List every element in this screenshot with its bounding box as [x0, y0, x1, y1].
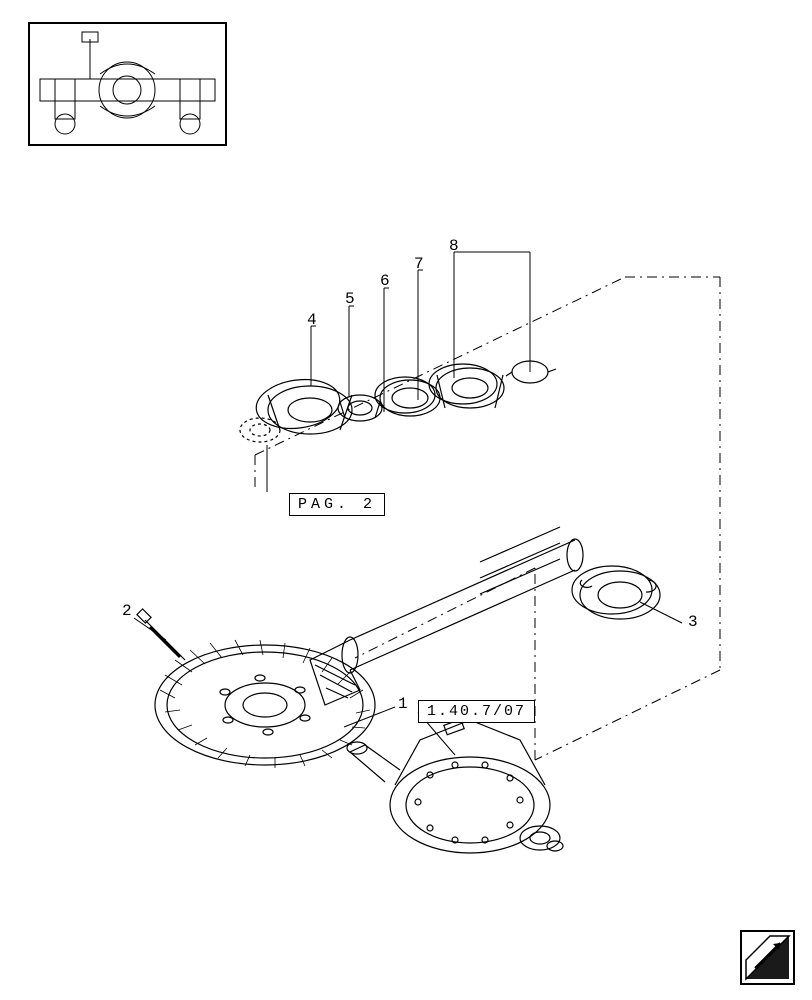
callout-8: 8 — [449, 237, 459, 255]
callout-4: 4 — [307, 311, 317, 329]
callout-7: 7 — [414, 255, 424, 273]
label-ref-assembly: 1.40.7/07 — [418, 700, 535, 723]
main-drawing-layer — [0, 0, 812, 1000]
callout-2: 2 — [122, 602, 132, 620]
callout-1: 1 — [398, 695, 408, 713]
callout-5: 5 — [345, 290, 355, 308]
diagram-container: 1 2 3 4 5 6 7 8 PAG. 2 1.40.7/07 — [0, 0, 812, 1000]
page-flip-icon — [740, 930, 795, 985]
axle-thumbnail-icon — [30, 24, 225, 144]
label-pag2: PAG. 2 — [289, 493, 385, 516]
callout-6: 6 — [380, 272, 390, 290]
reference-thumbnail-box — [28, 22, 227, 146]
callout-3: 3 — [688, 613, 698, 631]
